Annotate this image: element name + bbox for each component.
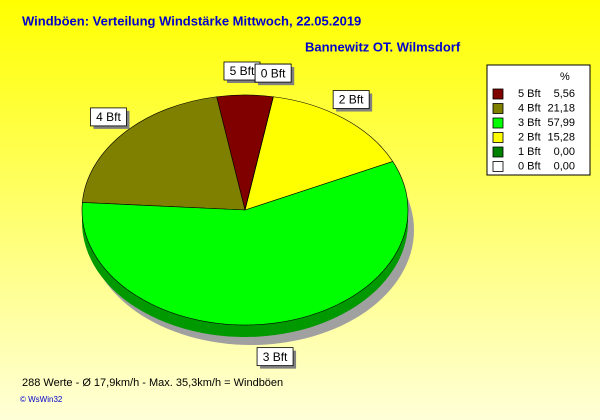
legend-value: 0,00 [554, 146, 575, 158]
callout-label: 5 Bft [230, 64, 255, 78]
pie-slice [244, 96, 394, 211]
callout-label: 3 Bft [263, 350, 288, 364]
legend-label: 3 Bft [518, 117, 541, 129]
legend-label: 2 Bft [518, 131, 541, 143]
legend-value: 15,28 [547, 131, 575, 143]
legend-swatch [492, 132, 504, 143]
footer: 288 Werte - Ø 17,9km/h - Max. 35,3km/h =… [22, 377, 283, 389]
legend-box [486, 64, 591, 176]
callout-box [254, 63, 292, 83]
legend-label: 4 Bft [518, 102, 541, 114]
callout-box [90, 107, 127, 127]
callout-box [256, 347, 294, 367]
legend-swatch [492, 146, 504, 158]
legend-value: 21,18 [547, 102, 575, 114]
legend-label: 0 Bft [518, 160, 541, 172]
legend-value: 57,99 [547, 117, 575, 129]
chart-subtitle: Bannewitz OT. Wilmsdorf [305, 39, 461, 54]
legend-label: 1 Bft [518, 146, 541, 158]
legend-header: % [560, 71, 570, 83]
legend-swatch [492, 161, 504, 172]
legend-value: 5,56 [554, 88, 575, 100]
credit: © WsWin32 [20, 395, 63, 404]
legend-swatch [492, 88, 504, 100]
legend-value: 0,00 [554, 160, 575, 172]
chart-title: Windböen: Verteilung Windstärke Mittwoch… [22, 13, 361, 28]
callout-box [332, 90, 370, 109]
callout-label: 0 Bft [261, 66, 286, 80]
legend-label: 5 Bft [518, 88, 541, 100]
pie-slice [81, 161, 409, 326]
legend-swatch [492, 117, 504, 129]
callout-label: 2 Bft [339, 93, 364, 107]
callout-label: 4 Bft [96, 110, 121, 124]
pie-slice [82, 96, 246, 211]
legend-swatch [492, 103, 504, 114]
